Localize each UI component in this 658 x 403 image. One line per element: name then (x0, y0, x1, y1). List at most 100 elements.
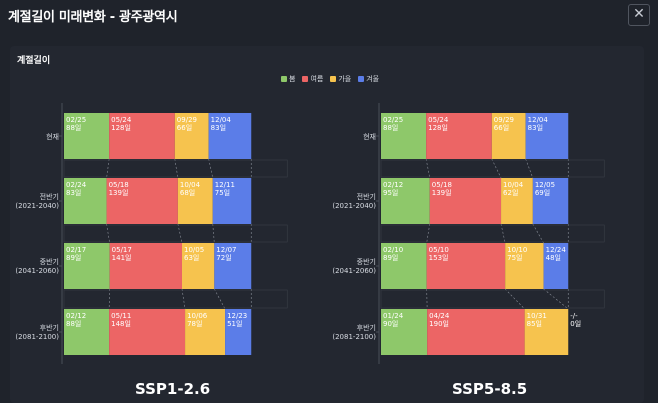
date-label-ssp585-autumn-3: 10/31 (527, 312, 547, 320)
category-label-ssp126-2-1: (2041-2060) (15, 267, 59, 275)
category-label-ssp585-1-0: 전반기 (357, 192, 376, 201)
days-label-ssp126-winter-3: 51일 (227, 319, 242, 328)
category-label-ssp126-3-0: 후반기 (40, 323, 59, 332)
bar-ssp585-autumn-2 (505, 243, 544, 289)
date-label-ssp126-autumn-3: 10/06 (187, 312, 208, 320)
days-label-ssp585-winter-1: 69일 (535, 188, 550, 197)
days-label-ssp585-summer-2: 153일 (429, 253, 449, 262)
connector-ssp126-2-1 (108, 288, 110, 310)
date-label-ssp126-autumn-1: 10/04 (180, 181, 201, 189)
days-label-ssp126-winter-2: 72일 (216, 253, 231, 262)
days-label-ssp126-summer-3: 148일 (111, 319, 131, 328)
category-label-ssp126-1-0: 전반기 (40, 192, 59, 201)
connector-ssp126-2-3 (214, 288, 226, 310)
legend-swatch-summer (302, 76, 309, 82)
bar-ssp126-autumn-0 (174, 113, 209, 159)
days-label-ssp126-spring-1: 83일 (66, 188, 81, 197)
connector-ssp126-0-2 (174, 158, 179, 179)
close-icon[interactable]: ✕ (628, 4, 650, 26)
days-label-ssp126-spring-3: 88일 (66, 319, 81, 328)
category-label-ssp585-3-1: (2081-2100) (332, 333, 376, 341)
section-title: 계절길이 (17, 56, 51, 66)
days-label-ssp126-autumn-1: 68일 (180, 188, 195, 197)
days-label-ssp585-autumn-3: 85일 (527, 319, 542, 328)
gap-band-ssp585-1 (380, 224, 605, 243)
date-label-ssp126-winter-2: 12/07 (216, 246, 236, 254)
legend-item-summer: 여름 (302, 74, 323, 84)
days-label-ssp585-autumn-1: 62일 (503, 188, 518, 197)
category-label-ssp126-3-1: (2081-2100) (15, 333, 59, 341)
days-label-ssp585-winter-0: 83일 (528, 123, 543, 132)
days-label-ssp585-summer-0: 128일 (428, 123, 448, 132)
days-label-ssp585-winter-2: 48일 (546, 253, 561, 262)
bar-ssp585-winter-1 (532, 178, 569, 224)
bar-ssp126-autumn-3 (185, 309, 226, 355)
bar-ssp585-autumn-0 (491, 113, 526, 159)
connector-ssp126-0-3 (208, 158, 214, 179)
legend-item-winter: 겨울 (358, 74, 379, 84)
days-label-ssp126-spring-0: 88일 (66, 123, 81, 132)
chart-title-ssp126: SSP1-2.6 (135, 380, 211, 398)
connector-ssp126-1-1 (106, 223, 110, 244)
legend-label-summer: 여름 (310, 75, 324, 83)
gap-band-ssp585-2 (380, 289, 605, 309)
connector-ssp585-1-2 (500, 223, 506, 244)
connector-ssp585-1-1 (426, 223, 431, 244)
days-label-ssp126-summer-2: 141일 (112, 253, 132, 262)
date-label-ssp585-winter-0: 12/04 (528, 116, 549, 124)
bar-ssp126-winter-1 (212, 178, 252, 224)
date-label-ssp585-winter-2: 12/24 (546, 246, 567, 254)
connector-ssp585-2-3 (543, 288, 569, 310)
days-label-ssp585-winter-3: 0일 (570, 319, 581, 328)
gap-band-ssp126-0 (63, 159, 288, 178)
date-label-ssp585-autumn-1: 10/04 (503, 181, 524, 189)
legend-swatch-spring (281, 76, 287, 82)
date-label-ssp126-summer-2: 05/17 (112, 246, 132, 254)
days-label-ssp126-autumn-3: 78일 (187, 319, 202, 328)
days-label-ssp585-summer-3: 190일 (429, 319, 449, 328)
connector-ssp126-1-3 (212, 223, 215, 244)
days-label-ssp585-spring-1: 95일 (383, 188, 398, 197)
title-bar: 계절길이 미래변화 - 광주광역시 ✕ (0, 0, 658, 32)
date-label-ssp126-autumn-0: 09/29 (177, 116, 197, 124)
date-label-ssp126-spring-2: 02/17 (66, 246, 86, 254)
date-label-ssp585-spring-3: 01/24 (383, 312, 404, 320)
date-label-ssp126-spring-3: 02/12 (66, 312, 86, 320)
days-label-ssp585-autumn-0: 66일 (494, 123, 509, 132)
bar-ssp126-autumn-1 (177, 178, 213, 224)
date-label-ssp585-autumn-0: 09/29 (494, 116, 514, 124)
date-label-ssp126-autumn-2: 10/05 (184, 246, 204, 254)
gap-band-ssp585-0 (380, 159, 605, 178)
connector-ssp585-2-2 (504, 288, 525, 310)
bar-ssp585-summer-0 (426, 113, 492, 159)
bar-ssp585-spring-0 (381, 113, 427, 159)
date-label-ssp585-summer-3: 04/24 (429, 312, 450, 320)
bar-ssp126-autumn-2 (181, 243, 215, 289)
connector-ssp126-2-2 (181, 288, 186, 310)
connector-ssp585-0-3 (525, 158, 534, 179)
legend: 봄 여름 가을 겨울 (281, 74, 379, 84)
days-label-ssp126-summer-0: 128일 (111, 123, 131, 132)
bar-ssp126-summer-3 (109, 309, 186, 355)
date-label-ssp126-summer-3: 05/11 (111, 312, 131, 320)
connector-ssp585-1-3 (532, 223, 544, 244)
chart-title-ssp585: SSP5-8.5 (452, 380, 528, 398)
date-label-ssp585-summer-0: 05/24 (428, 116, 449, 124)
bar-ssp126-winter-3 (225, 309, 252, 355)
category-label-ssp585-1-1: (2021-2040) (332, 202, 376, 210)
date-label-ssp126-spring-1: 02/24 (66, 181, 87, 189)
bar-ssp585-summer-3 (427, 309, 525, 355)
days-label-ssp126-summer-1: 139일 (109, 188, 129, 197)
gap-band-ssp126-1 (63, 224, 288, 243)
bar-ssp126-winter-0 (208, 113, 252, 159)
connector-ssp585-0-2 (491, 158, 502, 179)
days-label-ssp126-autumn-0: 66일 (177, 123, 192, 132)
bar-ssp126-spring-0 (64, 113, 110, 159)
bar-ssp585-spring-1 (381, 178, 430, 224)
bar-ssp585-summer-2 (426, 243, 506, 289)
days-label-ssp126-winter-1: 75일 (215, 188, 230, 197)
date-label-ssp585-autumn-2: 10/10 (507, 246, 527, 254)
days-label-ssp126-winter-0: 83일 (211, 123, 226, 132)
date-label-ssp585-summer-1: 05/18 (432, 181, 452, 189)
